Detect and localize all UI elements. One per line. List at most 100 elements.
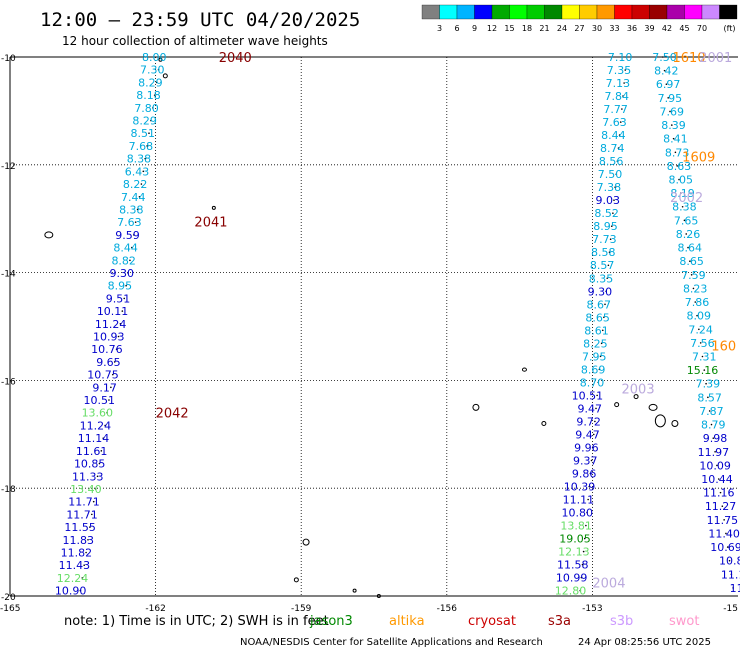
track-point xyxy=(152,107,154,109)
track-point xyxy=(138,195,141,198)
x-tick-label: -153 xyxy=(582,604,602,614)
track-point xyxy=(721,505,724,508)
track-point xyxy=(125,284,127,287)
wave-height-value: 11.24 xyxy=(80,419,112,432)
island-outline xyxy=(472,403,480,411)
satellite-name: swot xyxy=(669,614,699,629)
track-point xyxy=(155,81,158,84)
time-label: 2040 xyxy=(219,51,252,66)
wave-height-value: 11.33 xyxy=(72,470,104,483)
colorbar-legend: 3 6 9 12 15 18 21 24 27 30 33 36 39 42 45 70 (ft) xyxy=(421,4,738,33)
colorbar-label: 45 xyxy=(679,24,689,33)
colorbar-label: 18 xyxy=(522,24,532,33)
colorbar-swatch xyxy=(649,4,668,20)
x-tick-label: -162 xyxy=(145,604,165,614)
island-outline xyxy=(352,588,357,593)
colorbar-label: 12 xyxy=(487,24,497,33)
wave-height-value: 7.56 xyxy=(690,337,715,350)
wave-height-value: 8.29 xyxy=(138,76,163,89)
wave-height-value: 11.27 xyxy=(705,500,737,513)
track-point xyxy=(681,205,684,208)
track-point xyxy=(685,233,688,235)
colorbar-label: 27 xyxy=(574,24,584,33)
track-point xyxy=(698,328,700,331)
wave-height-value: 8.42 xyxy=(654,65,679,78)
wave-height-value: 7.77 xyxy=(603,103,628,116)
wave-height-value: 7.63 xyxy=(602,116,627,129)
colorbar-label: 30 xyxy=(592,24,602,33)
track-point xyxy=(591,446,594,449)
track-point xyxy=(669,110,671,113)
track-point xyxy=(701,355,704,358)
wave-height-value: 6.97 xyxy=(656,78,681,91)
track-point xyxy=(705,382,707,385)
footer-note: note: 1) Time is in UTC; 2) SWH is in fe… xyxy=(64,614,329,629)
wave-height-value: 11.14 xyxy=(78,432,110,445)
track-point xyxy=(119,323,122,325)
wave-height-value: 7.31 xyxy=(692,350,717,363)
track-point xyxy=(617,147,620,149)
colorbar-label: 70 xyxy=(697,24,707,33)
track-point xyxy=(680,192,682,194)
time-label: 1609 xyxy=(682,151,715,166)
track-point xyxy=(98,462,101,465)
track-point xyxy=(699,342,702,344)
wave-height-value: 10.51 xyxy=(572,389,604,402)
track-point xyxy=(129,259,131,262)
wave-height-value: 11.58 xyxy=(557,559,589,572)
track-point xyxy=(83,564,85,566)
island-outline xyxy=(44,231,54,239)
track-point xyxy=(608,251,611,254)
colorbar-swatch xyxy=(666,4,685,20)
wave-height-value: 11.97 xyxy=(698,446,730,459)
wave-height-value: 7.59 xyxy=(681,269,706,282)
colorbar-label: 15 xyxy=(504,24,514,33)
wave-height-value: 8.39 xyxy=(661,119,686,132)
wave-height-value: 7.84 xyxy=(604,90,629,103)
track-point xyxy=(703,369,706,371)
track-point xyxy=(79,589,82,592)
track-point xyxy=(599,355,602,358)
wave-height-value: 9.17 xyxy=(92,381,117,394)
wave-height-value: 10.69 xyxy=(710,541,740,554)
track-point xyxy=(96,475,99,478)
track-point xyxy=(92,500,95,503)
time-label: 2003 xyxy=(622,382,655,397)
track-point xyxy=(131,246,133,249)
colorbar-label: 36 xyxy=(627,24,637,33)
x-tick-label: -159 xyxy=(291,604,312,614)
colorbar-unit: (ft) xyxy=(724,24,736,33)
wave-height-value: 11.82 xyxy=(61,546,93,559)
wave-height-value: 8.44 xyxy=(601,129,626,142)
track-point xyxy=(601,329,604,332)
wave-height-value: 10.85 xyxy=(74,458,106,471)
wave-height-value: 10.76 xyxy=(91,343,123,356)
colorbar-swatch xyxy=(614,4,633,20)
track-point xyxy=(612,212,614,214)
colorbar-swatch xyxy=(421,4,440,20)
wave-height-value: 10.99 xyxy=(556,572,588,585)
wave-height-value: 8.25 xyxy=(583,337,608,350)
wave-height-value: 7.68 xyxy=(129,140,154,153)
colorbar-label: 6 xyxy=(454,24,459,33)
time-label: 2042 xyxy=(156,407,189,422)
wave-height-value: 11.61 xyxy=(76,445,108,458)
track-point xyxy=(606,277,609,280)
track-point xyxy=(589,472,592,475)
colorbar-label: 3 xyxy=(437,24,442,33)
wave-height-value: 10.51 xyxy=(83,394,115,407)
wave-height-value: 8.95 xyxy=(108,280,133,293)
track-point xyxy=(714,450,716,453)
island-outline xyxy=(302,538,310,546)
wave-height-value: 8.63 xyxy=(667,160,692,173)
island-outlines xyxy=(44,57,679,598)
wave-height-value: 7.50 xyxy=(652,51,677,64)
y-tick-label: -10 xyxy=(1,54,16,64)
wave-height-value: 11.55 xyxy=(64,521,96,534)
track-point xyxy=(581,563,584,566)
timestamp-text: 24 Apr 08:25:56 UTC 2025 xyxy=(578,637,711,648)
y-tick-label: -14 xyxy=(1,270,16,280)
colorbar-label: 42 xyxy=(662,24,672,33)
track-point xyxy=(111,373,114,376)
track-point xyxy=(102,437,105,439)
